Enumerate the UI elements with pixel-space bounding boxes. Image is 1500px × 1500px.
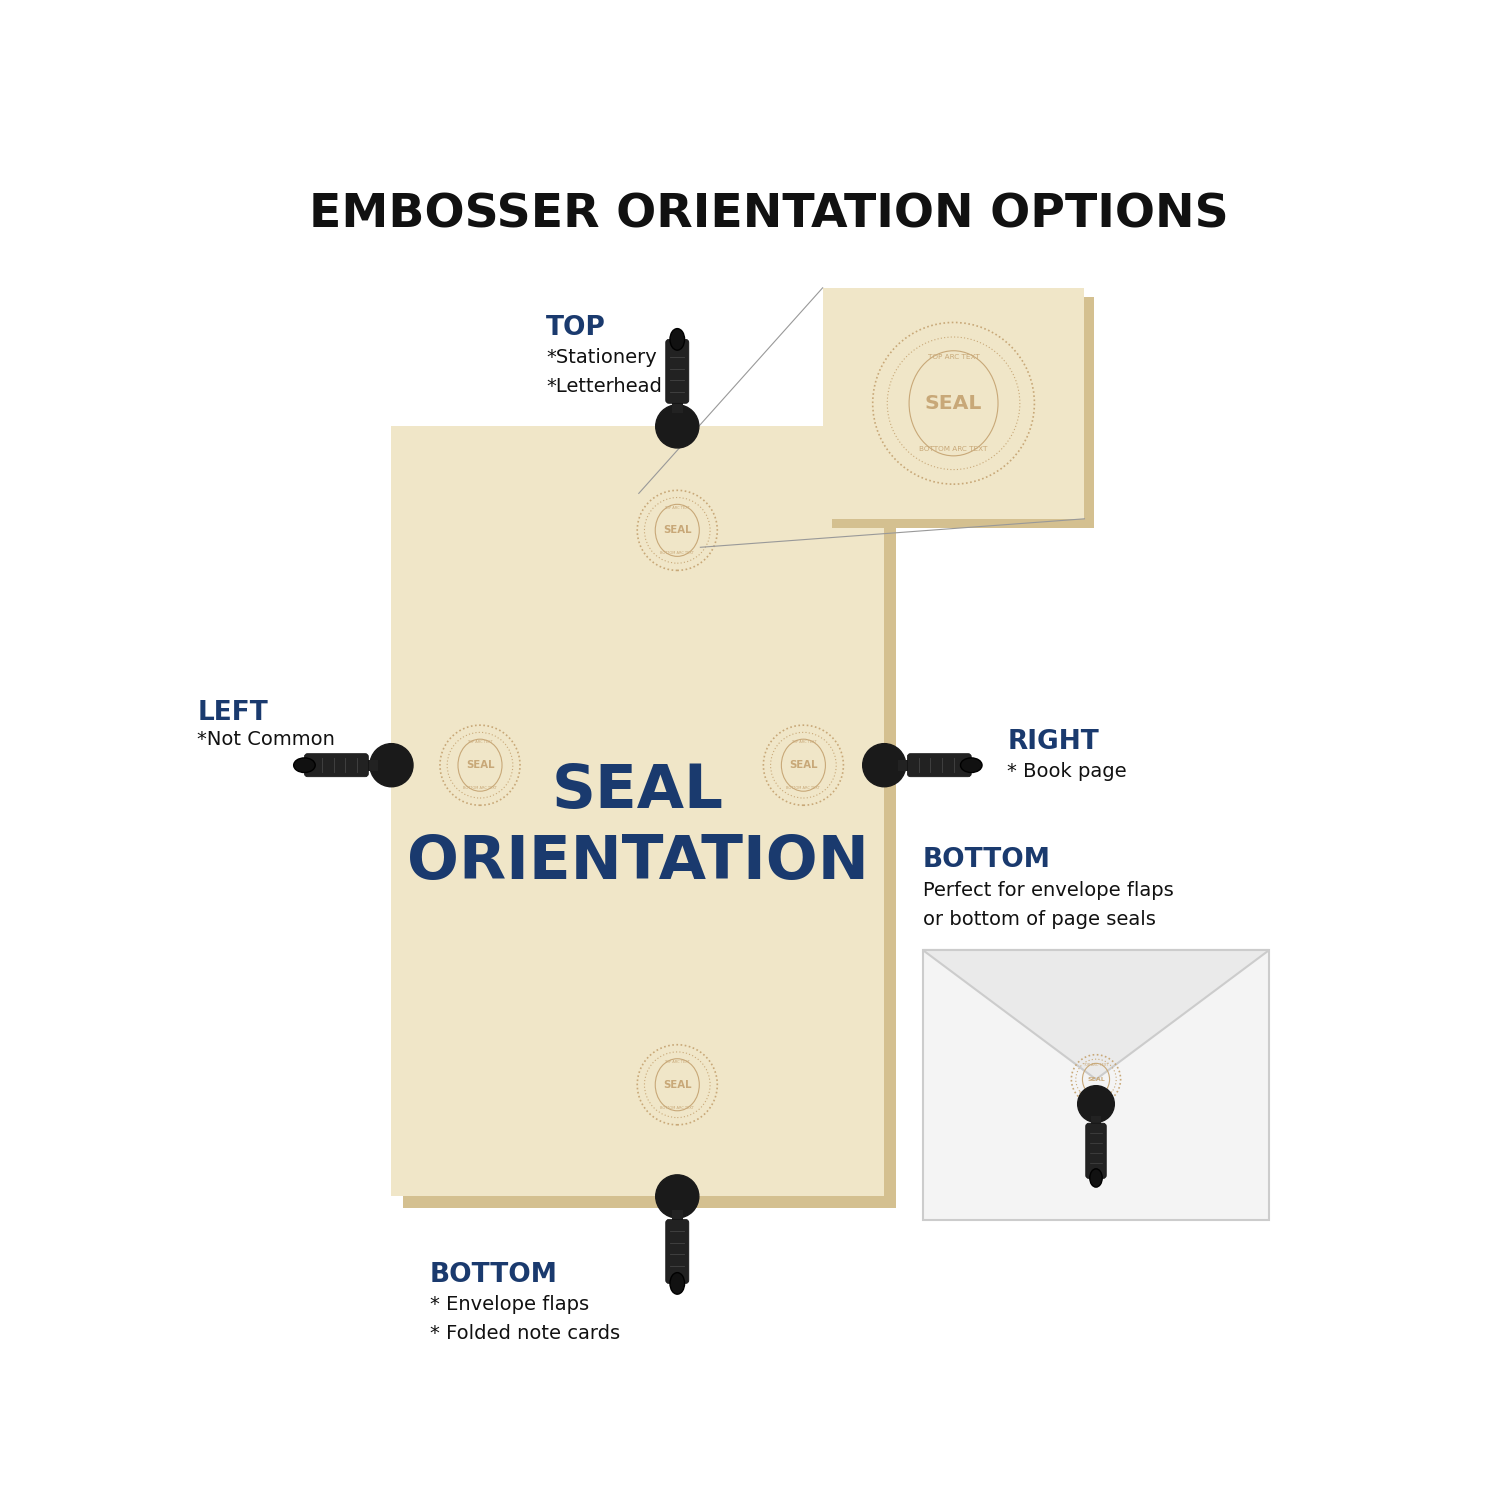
Text: *Letterhead: *Letterhead bbox=[546, 376, 662, 396]
Text: *Stationery: *Stationery bbox=[546, 348, 657, 366]
Text: BOTTOM ARC TEXT: BOTTOM ARC TEXT bbox=[660, 550, 694, 555]
Text: BOTTOM ARC TEXT: BOTTOM ARC TEXT bbox=[1080, 1092, 1113, 1095]
Circle shape bbox=[656, 405, 699, 448]
FancyBboxPatch shape bbox=[666, 339, 688, 404]
Text: RIGHT: RIGHT bbox=[1008, 729, 1100, 754]
Text: Perfect for envelope flaps: Perfect for envelope flaps bbox=[922, 880, 1173, 900]
FancyBboxPatch shape bbox=[898, 760, 912, 771]
FancyBboxPatch shape bbox=[1092, 1116, 1101, 1128]
Text: TOP ARC TEXT: TOP ARC TEXT bbox=[664, 1060, 690, 1064]
Text: SEAL: SEAL bbox=[466, 760, 495, 770]
Text: * Folded note cards: * Folded note cards bbox=[430, 1324, 620, 1342]
Text: TOP ARC TEXT: TOP ARC TEXT bbox=[466, 741, 494, 744]
Ellipse shape bbox=[960, 758, 982, 772]
Text: LEFT: LEFT bbox=[198, 700, 268, 726]
Polygon shape bbox=[922, 950, 1269, 1080]
Text: SEAL: SEAL bbox=[789, 760, 818, 770]
Text: BOTTOM ARC TEXT: BOTTOM ARC TEXT bbox=[660, 1106, 694, 1110]
Bar bbox=[922, 950, 1269, 1220]
Circle shape bbox=[370, 744, 413, 788]
Text: or bottom of page seals: or bottom of page seals bbox=[922, 909, 1155, 928]
Bar bbox=[833, 297, 1094, 528]
Text: TOP ARC TEXT: TOP ARC TEXT bbox=[927, 354, 980, 360]
Text: SEAL
ORIENTATION: SEAL ORIENTATION bbox=[406, 762, 868, 891]
Text: TOP ARC TEXT: TOP ARC TEXT bbox=[1083, 1064, 1108, 1068]
FancyBboxPatch shape bbox=[666, 1220, 688, 1284]
Ellipse shape bbox=[294, 758, 315, 772]
Text: BOTTOM ARC TEXT: BOTTOM ARC TEXT bbox=[786, 786, 820, 790]
Text: BOTTOM: BOTTOM bbox=[430, 1262, 558, 1288]
Text: SEAL: SEAL bbox=[1088, 1077, 1106, 1082]
Text: SEAL: SEAL bbox=[926, 394, 982, 412]
Bar bbox=[404, 438, 896, 1208]
FancyBboxPatch shape bbox=[908, 753, 972, 777]
Text: TOP: TOP bbox=[546, 315, 606, 340]
FancyBboxPatch shape bbox=[363, 760, 378, 771]
FancyBboxPatch shape bbox=[304, 753, 369, 777]
Bar bbox=[392, 426, 885, 1197]
Text: * Book page: * Book page bbox=[1008, 762, 1126, 782]
Text: SEAL: SEAL bbox=[663, 525, 692, 536]
Text: EMBOSSER ORIENTATION OPTIONS: EMBOSSER ORIENTATION OPTIONS bbox=[309, 192, 1228, 237]
Ellipse shape bbox=[670, 1272, 684, 1294]
Text: BOTTOM ARC TEXT: BOTTOM ARC TEXT bbox=[464, 786, 496, 790]
Ellipse shape bbox=[1090, 1168, 1102, 1186]
FancyBboxPatch shape bbox=[1086, 1124, 1107, 1179]
Text: BOTTOM: BOTTOM bbox=[922, 847, 1050, 873]
Circle shape bbox=[1077, 1086, 1114, 1122]
Circle shape bbox=[656, 1174, 699, 1218]
Text: * Envelope flaps: * Envelope flaps bbox=[430, 1294, 590, 1314]
Bar bbox=[822, 288, 1084, 519]
Text: BOTTOM ARC TEXT: BOTTOM ARC TEXT bbox=[920, 447, 987, 453]
Circle shape bbox=[862, 744, 906, 788]
Text: TOP ARC TEXT: TOP ARC TEXT bbox=[664, 506, 690, 510]
Text: SEAL: SEAL bbox=[663, 1080, 692, 1089]
Ellipse shape bbox=[670, 328, 684, 350]
FancyBboxPatch shape bbox=[672, 1210, 682, 1224]
Text: *Not Common: *Not Common bbox=[198, 730, 336, 750]
FancyBboxPatch shape bbox=[672, 399, 682, 412]
Text: TOP ARC TEXT: TOP ARC TEXT bbox=[790, 741, 816, 744]
